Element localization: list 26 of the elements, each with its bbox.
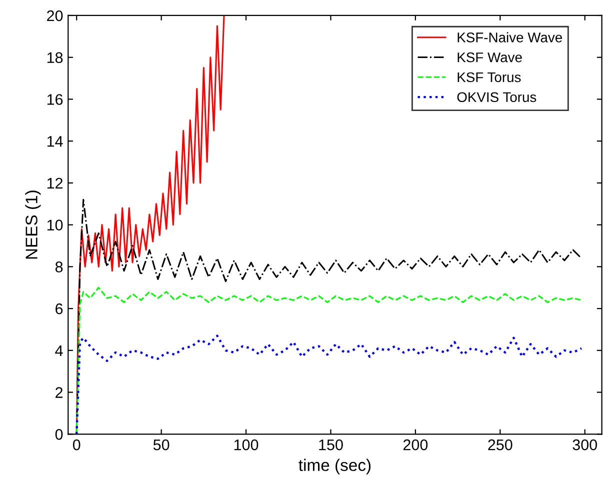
line-series [76,286,582,434]
y-tick-label: 20 [47,10,63,22]
y-tick-label: 8 [55,262,63,272]
x-axis-title: time (sec) [298,458,371,474]
y-axis-title: NEES (1) [25,190,41,259]
y-tick-label: 12 [47,178,63,188]
y-tick-label: 0 [55,429,63,440]
y-tick-label: 10 [47,220,63,231]
legend-label: KSF Torus [458,72,521,82]
x-tick-label: 100 [234,439,258,450]
x-tick-label: 150 [319,439,343,450]
x-tick-label: 250 [488,439,512,450]
y-tick-label: 16 [47,94,63,105]
legend-label: KSF-Naive Wave [458,32,562,42]
legend-label: OKVIS Torus [457,92,536,102]
x-tick-label: 0 [72,439,80,450]
y-tick-label: 14 [47,136,63,147]
y-tick-label: 4 [55,345,63,356]
y-tick-label: 6 [56,303,63,314]
y-tick-label: 18 [47,52,63,64]
x-tick-label: 300 [572,439,597,450]
y-tick-label: 2 [56,387,63,398]
legend-label: KSF Wave [458,52,522,62]
line-series [76,334,583,434]
x-tick-label: 200 [403,439,428,450]
x-tick-label: 50 [153,439,170,450]
